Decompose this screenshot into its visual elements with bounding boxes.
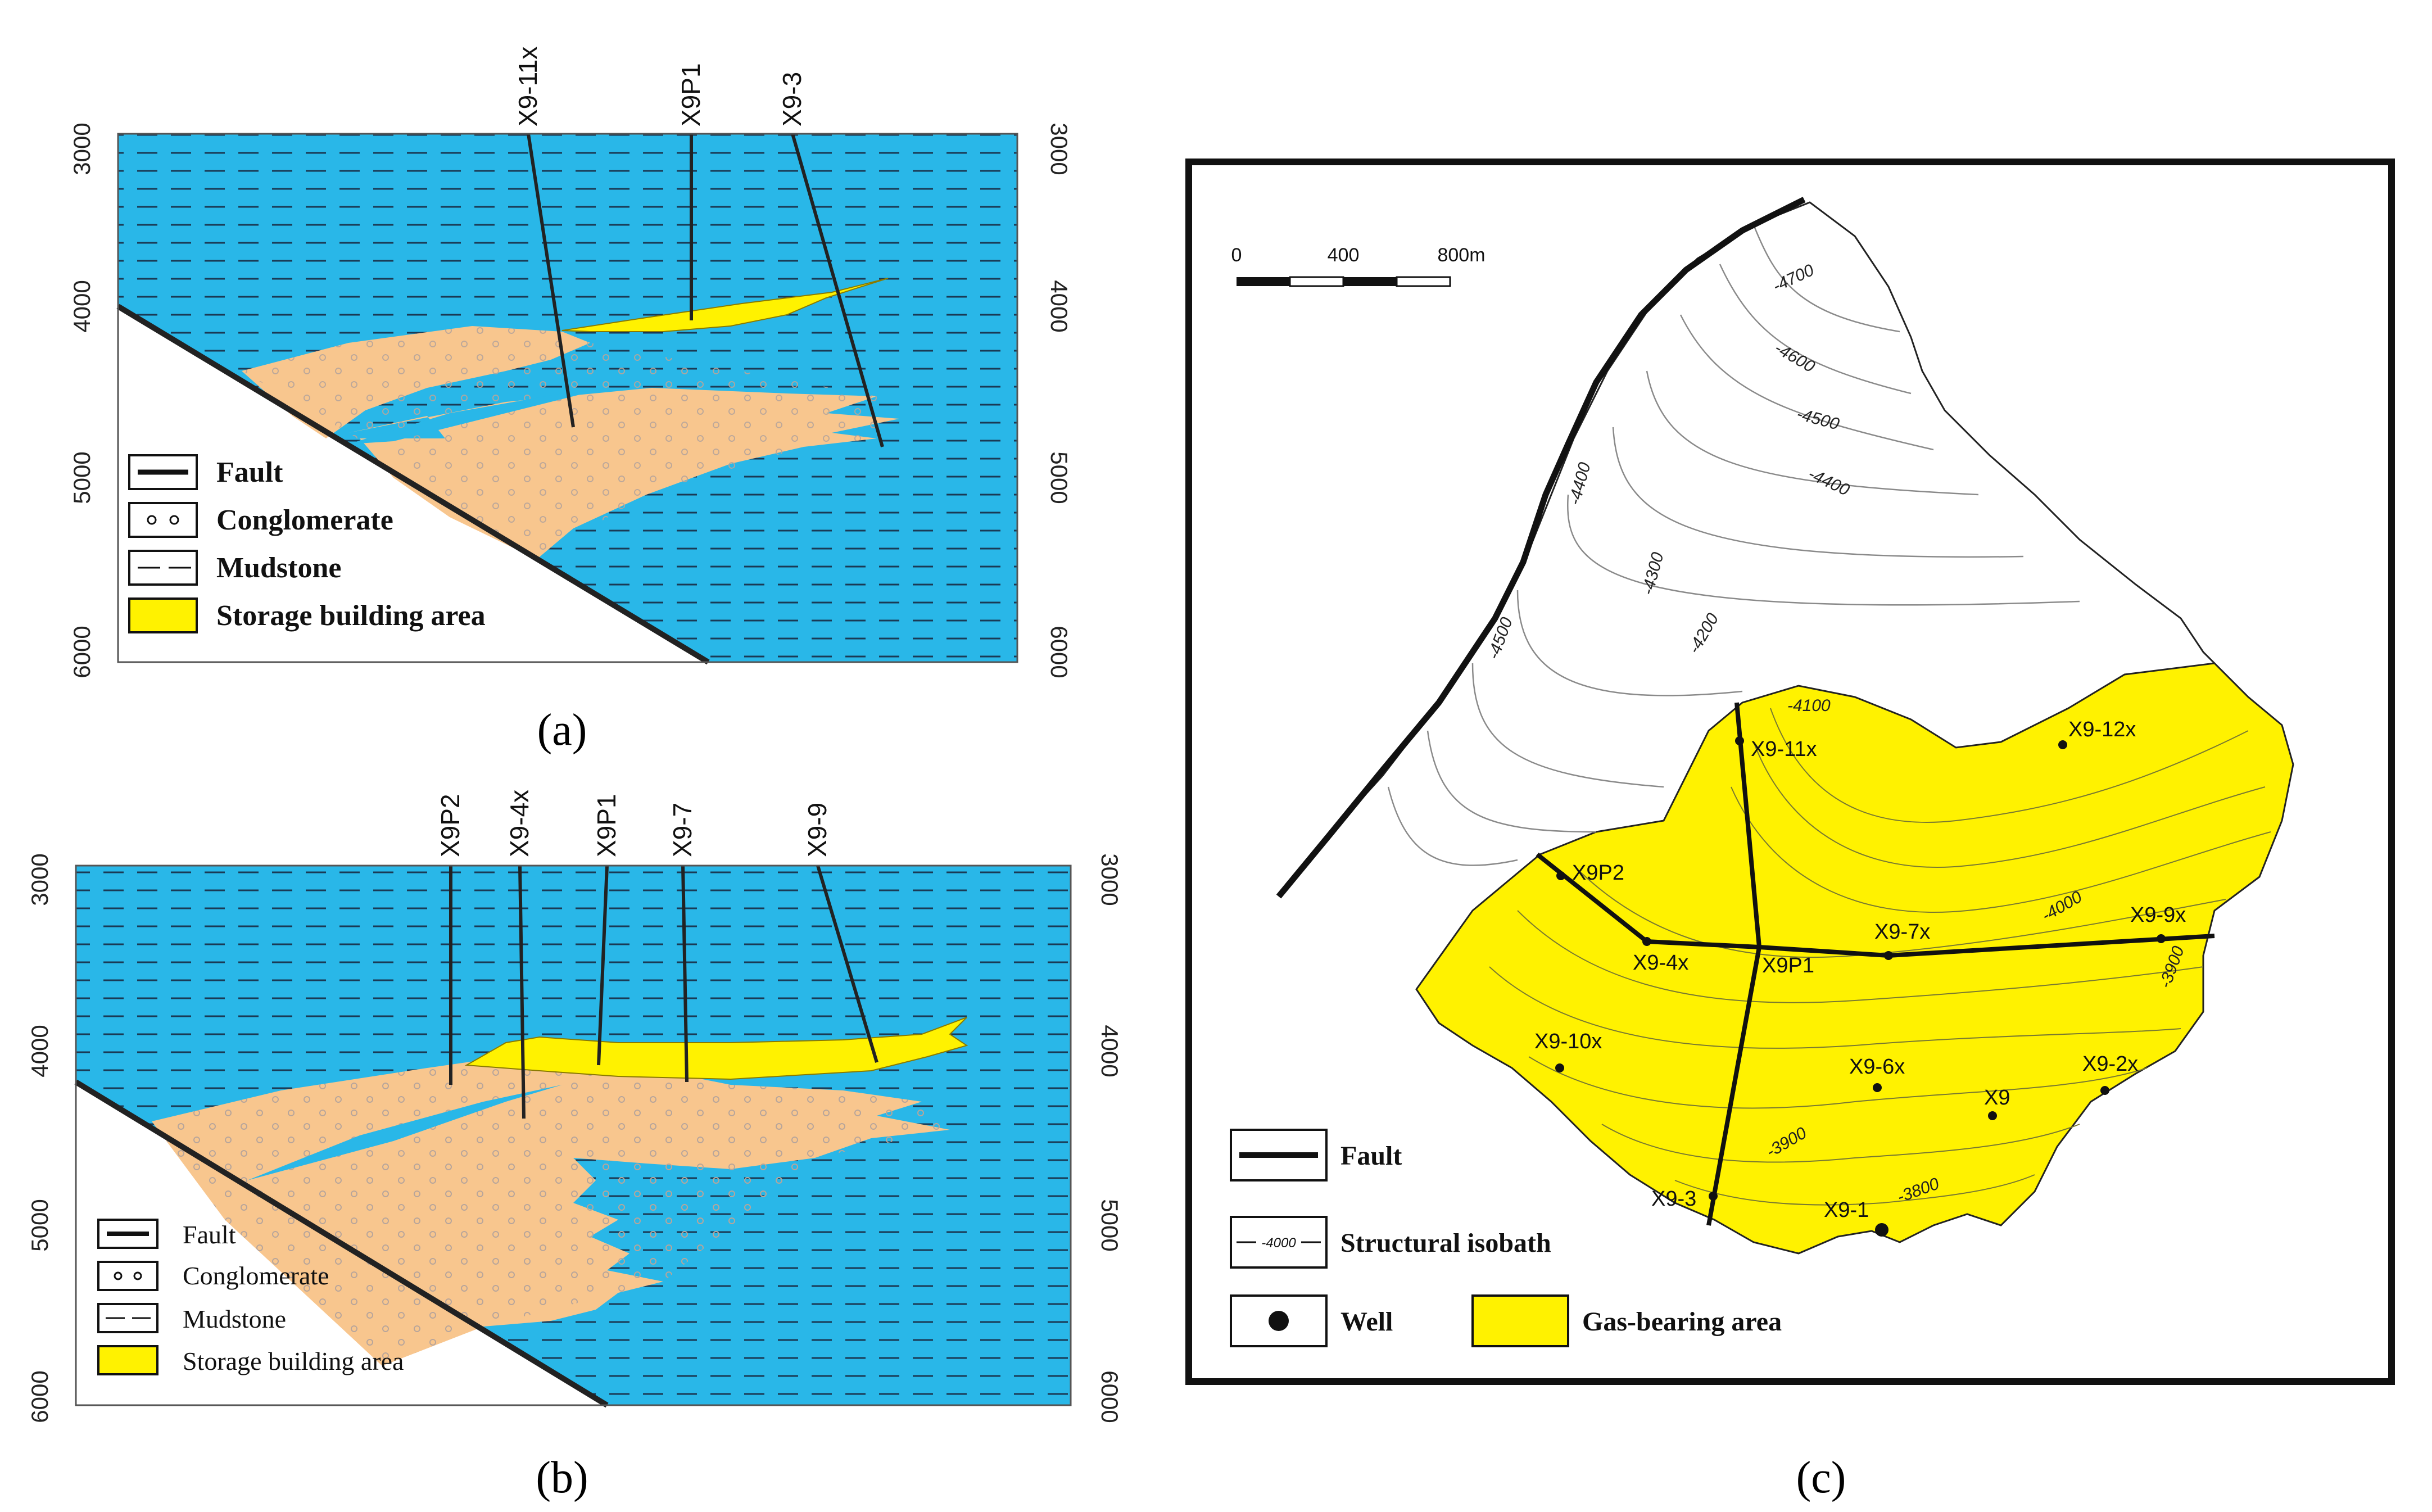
panel-b-well-x9p1 (597, 865, 609, 1066)
map-well-x9-4x: X9-4x (1633, 951, 1688, 975)
panel-a-blue-sliver (348, 391, 596, 444)
panel-b: 3000 4000 5000 6000 3000 4000 5000 6000 … (26, 790, 1123, 1502)
panel-a-legend-storage-label: Storage building area (216, 600, 486, 632)
map-well-x9-2x: X9-2x (2082, 1052, 2138, 1076)
scale-label-0: 0 (1231, 245, 1242, 266)
panel-b-well-label-x9p1: X9P1 (592, 794, 621, 857)
panel-b-storage-area (464, 1017, 968, 1080)
panel-c-scale-bar: 0 400 800m (1231, 245, 1486, 287)
panel-b-legend-storage-swatch (97, 1345, 158, 1375)
panel-a: 3000 4000 5000 6000 3000 4000 5000 6000 … (69, 47, 1072, 755)
map-well-x9-10x: X9-10x (1534, 1030, 1602, 1053)
panel-a-frame (117, 133, 1018, 663)
panel-b-caption: (b) (536, 1453, 588, 1502)
panel-a-legend-cong-dot1 (147, 515, 157, 525)
panel-b-well-x9-7 (681, 865, 689, 1083)
panel-a-depth-6000-left: 6000 (69, 626, 95, 678)
panel-b-depth-4000-right: 4000 (1097, 1025, 1123, 1077)
isobath-label-9: -4100 (1787, 696, 1831, 715)
map-well-x9: X9 (1984, 1086, 2010, 1110)
map-legend-fault-label: Fault (1340, 1141, 1402, 1171)
panel-a-depth-4000-right: 4000 (1046, 280, 1072, 332)
panel-a-caption: (a) (537, 705, 587, 755)
panel-b-depth-axis-left: 3000 4000 5000 6000 (26, 853, 53, 1423)
map-well-x9-1: X9-1 (1824, 1198, 1869, 1222)
panel-a-legend-cong-dot2 (169, 515, 179, 525)
panel-a-depth-axis-left: 3000 4000 5000 6000 (69, 123, 95, 678)
panel-a-legend-storage-swatch (128, 597, 198, 633)
panel-b-frame (75, 864, 1072, 1406)
scale-label-400: 400 (1328, 245, 1360, 266)
panel-a-well-label-x9-11x: X9-11x (513, 47, 542, 126)
map-legend-isobath-label: Structural isobath (1340, 1228, 1551, 1258)
map-well-x9p2: X9P2 (1572, 861, 1624, 885)
panel-b-well-label-x9-9: X9-9 (803, 803, 832, 857)
panel-a-legend-mud-label: Mudstone (216, 552, 341, 584)
map-legend-gas-label: Gas-bearing area (1582, 1307, 1782, 1337)
panel-a-well-x9-3 (791, 133, 884, 447)
panel-a-depth-5000-left: 5000 (69, 451, 95, 504)
panel-b-legend-storage-label: Storage building area (183, 1347, 404, 1375)
panel-a-fault (116, 304, 710, 665)
panel-b-legend: Fault Conglomerate Mudstone Storage buil… (97, 1219, 404, 1375)
panel-a-legend-cong-swatch (128, 502, 198, 538)
panel-a-depth-5000-right: 5000 (1046, 451, 1072, 504)
map-well-x9-9x: X9-9x (2130, 903, 2186, 927)
panel-b-well-label-x9p2: X9P2 (436, 794, 465, 857)
map-legend-well-label: Well (1340, 1307, 1393, 1337)
panel-b-depth-5000-left: 5000 (26, 1199, 53, 1251)
panel-a-legend-cong-label: Conglomerate (216, 504, 393, 536)
panel-a-depth-3000-right: 3000 (1046, 123, 1072, 175)
panel-a-well-label-x9-3: X9-3 (777, 72, 807, 126)
panel-c-well-dots (1555, 736, 2166, 1237)
panel-b-legend-mud-label: Mudstone (183, 1305, 286, 1333)
panel-c-well-labels: X9-11x X9-12x X9P2 X9-4x X9P1 X9-7x X9-9… (1534, 718, 2186, 1222)
panel-b-well-label-x9-4x: X9-4x (505, 790, 534, 857)
panel-c-legend: Fault -4000 Structural isobath Well Gas-… (1230, 1129, 1782, 1347)
panel-a-storage-area (561, 278, 889, 332)
panel-b-blue-sliver (247, 1085, 562, 1180)
panel-b-fault (74, 1079, 609, 1408)
panel-a-legend-fault-label: Fault (216, 456, 283, 488)
map-well-x9-12x: X9-12x (2068, 718, 2136, 741)
panel-b-well-x9-4x (518, 865, 526, 1119)
panel-b-depth-axis-right: 3000 4000 5000 6000 (1097, 853, 1123, 1423)
map-legend-well-dot (1269, 1311, 1289, 1331)
panel-b-well-x9-9 (816, 865, 878, 1063)
panel-b-legend-cong-dot1 (114, 1271, 123, 1280)
panel-b-depth-6000-right: 6000 (1097, 1370, 1123, 1423)
panel-a-well-label-x9p1: X9P1 (676, 63, 705, 126)
panel-b-legend-cong-label: Conglomerate (183, 1261, 329, 1290)
scale-label-800m: 800m (1437, 245, 1485, 266)
panel-c-gas-area (1415, 662, 2294, 1255)
map-well-x9p1: X9P1 (1762, 954, 1814, 977)
panel-b-depth-3000-left: 3000 (26, 853, 53, 906)
map-well-x9-11x: X9-11x (1751, 737, 1817, 761)
panel-b-depth-5000-right: 5000 (1097, 1199, 1123, 1251)
panel-a-depth-3000-left: 3000 (69, 123, 95, 175)
panel-b-legend-cong-swatch (97, 1261, 158, 1291)
panel-a-legend: Fault Conglomerate Mudstone Storage buil… (128, 454, 486, 633)
panel-b-legend-fault-label: Fault (183, 1220, 236, 1249)
map-well-x9-6x: X9-6x (1849, 1055, 1905, 1079)
panel-a-well-x9-11x (527, 133, 575, 428)
panel-c-main-fault (1276, 197, 1806, 899)
panel-c: -4700 -4600 -4500 -4400 -4400 -4300 -420… (1185, 159, 2395, 1502)
map-well-x9-7x: X9-7x (1874, 920, 1930, 944)
panel-b-depth-6000-left: 6000 (26, 1370, 53, 1423)
panel-c-isobath-lines (1387, 224, 2080, 866)
panel-c-caption: (c) (1796, 1453, 1846, 1502)
panel-b-depth-3000-right: 3000 (1097, 853, 1123, 906)
panel-b-depth-4000-left: 4000 (26, 1025, 53, 1077)
panel-a-depth-4000-left: 4000 (69, 280, 95, 332)
panel-a-depth-6000-right: 6000 (1046, 626, 1072, 678)
map-legend-isobath-sample: -4000 (1261, 1235, 1296, 1251)
panel-a-depth-axis-right: 3000 4000 5000 6000 (1046, 123, 1072, 678)
map-legend-gas-swatch (1471, 1294, 1569, 1347)
panel-b-legend-cong-dot2 (133, 1271, 142, 1280)
panel-b-well-label-x9-7: X9-7 (668, 803, 697, 857)
map-well-x9-3: X9-3 (1651, 1187, 1696, 1211)
